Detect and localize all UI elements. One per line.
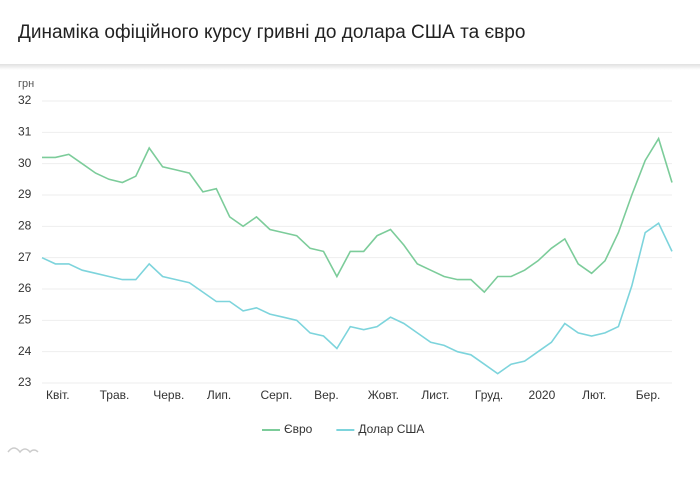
legend-label: Долар США [358,422,424,436]
y-tick-label: 32 [18,93,32,107]
x-tick-label: Вер. [314,388,339,402]
y-tick-label: 27 [18,250,32,264]
y-axis-label: грн [18,78,34,90]
x-tick-label: Лист. [421,388,449,402]
header-shadow [0,64,700,70]
x-tick-label: Жовт. [368,388,399,402]
x-tick-label: Трав. [100,388,130,402]
header [0,0,700,64]
chart-title: Динаміка офіційного курсу гривні до дола… [18,22,525,43]
x-tick-label: Груд. [475,388,503,402]
x-tick-label: 2020 [529,388,556,402]
y-tick-label: 29 [18,187,32,201]
series-line [41,222,673,375]
x-tick-label: Бер. [636,388,661,402]
y-tick-label: 24 [18,344,32,358]
y-tick-label: 25 [18,313,32,327]
legend-label: Євро [284,422,313,436]
x-tick-label: Черв. [153,388,184,402]
y-tick-label: 28 [18,219,32,233]
x-tick-label: Лют. [582,388,606,402]
y-tick-label: 26 [18,281,32,295]
series-line [42,136,673,294]
y-tick-label: 23 [18,375,32,389]
y-tick-label: 31 [18,125,32,139]
x-tick-label: Квіт. [46,388,70,402]
y-tick-label: 30 [18,156,32,170]
x-tick-label: Лип. [207,388,231,402]
logo [7,447,39,454]
x-tick-label: Серп. [260,388,292,402]
